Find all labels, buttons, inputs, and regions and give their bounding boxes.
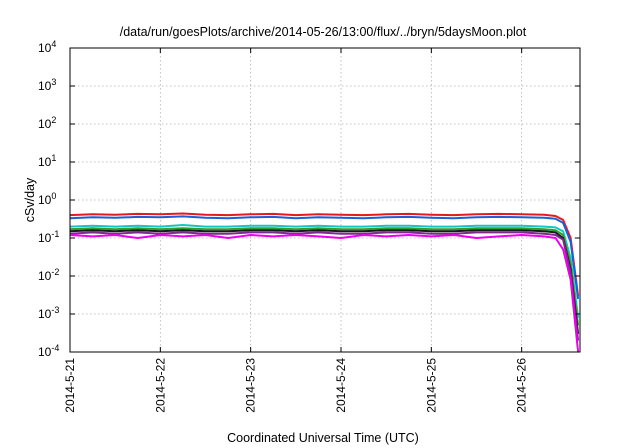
y-tick-label: 10-2 xyxy=(38,267,59,283)
y-tick-label: 10-4 xyxy=(38,343,59,359)
grid xyxy=(70,48,580,352)
x-axis: 2014-5-21 2014-5-22 2014-5-23 2014-5-24 2014… xyxy=(63,48,529,413)
series-line xyxy=(69,234,580,353)
y-tick-label: 100 xyxy=(38,191,56,207)
x-tick-label: 2014-5-25 xyxy=(424,358,438,413)
series-lines xyxy=(69,212,580,353)
x-axis-label: Coordinated Universal Time (UTC) xyxy=(227,431,419,445)
x-tick-label: 2014-5-24 xyxy=(334,358,348,413)
x-tick-label: 2014-5-23 xyxy=(244,358,258,413)
series-line xyxy=(69,212,580,297)
series-line xyxy=(69,229,580,335)
series-line xyxy=(69,215,580,300)
y-tick-label: 104 xyxy=(38,39,56,55)
x-tick-label: 2014-5-21 xyxy=(63,358,77,413)
x-tick-label: 2014-5-26 xyxy=(515,358,529,413)
series-line xyxy=(69,231,580,341)
y-tick-label: 10-3 xyxy=(38,305,59,321)
y-axis: 10-4 10-3 10-2 10-1 100 101 102 103 104 xyxy=(38,39,580,359)
series-line xyxy=(69,227,580,326)
series-line xyxy=(69,224,580,318)
chart-title: /data/run/goesPlots/archive/2014-05-26/1… xyxy=(120,25,527,39)
x-tick-label: 2014-5-22 xyxy=(153,358,167,413)
y-tick-label: 103 xyxy=(38,77,56,93)
y-tick-label: 10-1 xyxy=(38,229,59,245)
y-tick-label: 102 xyxy=(38,115,56,131)
y-axis-label: cSv/day xyxy=(23,177,37,222)
y-tick-label: 101 xyxy=(38,153,56,169)
